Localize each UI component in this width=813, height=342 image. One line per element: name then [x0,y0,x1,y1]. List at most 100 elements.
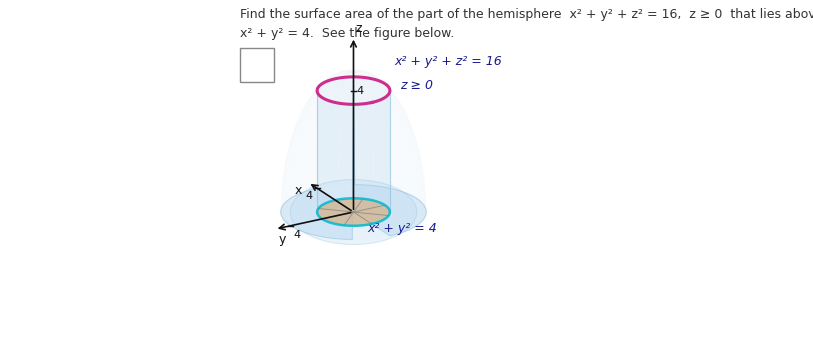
Polygon shape [338,78,341,199]
Ellipse shape [290,180,417,245]
Text: x² + y² = 4: x² + y² = 4 [367,222,437,235]
Polygon shape [333,79,334,201]
Polygon shape [293,72,354,229]
Polygon shape [285,71,354,202]
Polygon shape [343,104,345,225]
Polygon shape [354,72,411,230]
Polygon shape [334,72,354,239]
Polygon shape [379,81,380,203]
Polygon shape [291,71,354,198]
Polygon shape [354,72,415,229]
Polygon shape [354,72,426,212]
Polygon shape [377,101,379,222]
Polygon shape [354,77,356,198]
Polygon shape [379,100,380,222]
Polygon shape [347,104,350,226]
Polygon shape [354,72,425,208]
Polygon shape [346,72,354,239]
Polygon shape [284,71,354,204]
Polygon shape [347,77,350,198]
Polygon shape [318,72,354,237]
Polygon shape [296,72,354,231]
Polygon shape [320,96,322,219]
Polygon shape [354,71,419,200]
Polygon shape [385,83,386,206]
Polygon shape [361,77,363,199]
Text: y: y [278,233,285,246]
Polygon shape [288,71,354,200]
Polygon shape [370,103,372,224]
Polygon shape [350,104,352,226]
Text: 4: 4 [293,230,301,240]
Polygon shape [324,82,326,204]
Polygon shape [386,96,387,218]
Polygon shape [304,72,354,234]
Polygon shape [374,102,376,223]
Polygon shape [354,72,408,232]
Polygon shape [365,78,367,199]
FancyBboxPatch shape [240,48,274,82]
Polygon shape [354,69,370,185]
Polygon shape [322,83,323,205]
Polygon shape [354,70,396,190]
Polygon shape [367,103,370,225]
Polygon shape [327,80,328,202]
Polygon shape [334,102,337,224]
Polygon shape [281,72,354,208]
Polygon shape [354,72,426,217]
Polygon shape [280,72,426,239]
Polygon shape [323,98,324,220]
Polygon shape [301,70,354,193]
Text: 4: 4 [357,86,364,96]
Polygon shape [354,72,395,236]
Polygon shape [328,101,331,223]
Text: x² + y² + z² = 16: x² + y² + z² = 16 [394,55,502,68]
Polygon shape [282,72,354,219]
Text: Find the surface area of the part of the hemisphere  x² + y² + z² = 16,  z ≥ 0  : Find the surface area of the part of the… [240,8,813,21]
Polygon shape [363,77,365,199]
Polygon shape [326,81,327,203]
Polygon shape [380,99,382,221]
Polygon shape [320,84,322,206]
Polygon shape [354,72,426,214]
Polygon shape [359,104,361,226]
Polygon shape [308,72,354,235]
Polygon shape [382,82,384,204]
Polygon shape [280,72,354,215]
Polygon shape [306,70,354,192]
Polygon shape [372,79,374,201]
Polygon shape [354,72,404,233]
Polygon shape [345,104,347,226]
Polygon shape [341,69,354,185]
Polygon shape [338,103,341,225]
Polygon shape [361,104,363,225]
Polygon shape [354,72,422,223]
Polygon shape [283,72,354,221]
Polygon shape [370,78,372,200]
Polygon shape [387,85,388,207]
Polygon shape [363,104,365,225]
Polygon shape [354,70,392,189]
Polygon shape [356,104,359,226]
Polygon shape [354,72,424,221]
Polygon shape [354,72,425,219]
Polygon shape [310,70,354,190]
Polygon shape [365,103,367,225]
Polygon shape [380,81,382,203]
Polygon shape [320,69,354,188]
Polygon shape [300,72,354,232]
Polygon shape [359,77,361,199]
Polygon shape [354,69,386,187]
Polygon shape [367,78,370,200]
Polygon shape [341,103,343,225]
Polygon shape [354,71,412,196]
Polygon shape [327,100,328,222]
Polygon shape [384,83,385,205]
Text: z: z [355,22,362,35]
Polygon shape [372,102,374,224]
Polygon shape [324,99,326,221]
Polygon shape [336,69,354,185]
Polygon shape [354,70,401,191]
Polygon shape [354,72,399,235]
Polygon shape [323,82,324,205]
